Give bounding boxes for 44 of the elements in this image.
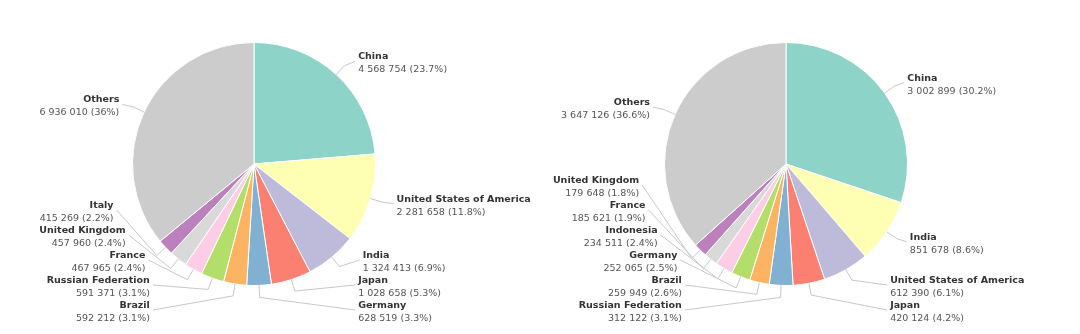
data-label: 1 324 413 (6.9%) xyxy=(362,262,446,273)
slice-label: Russian Federation xyxy=(46,274,151,285)
slice-label: United Kingdom xyxy=(552,174,640,185)
slice-label: United States of America xyxy=(890,274,1025,285)
slice-label: Russian Federation xyxy=(578,299,683,310)
data-label: 628 519 (3.3%) xyxy=(358,312,432,323)
slice-label: Germany xyxy=(358,299,408,310)
slice-label: Japan xyxy=(357,274,389,285)
slice-label: Indonesia xyxy=(605,224,658,235)
data-label: 252 065 (2.5%) xyxy=(603,262,678,273)
data-label: 591 371 (3.1%) xyxy=(76,287,150,298)
data-label: 1 028 658 (5.3%) xyxy=(358,287,442,298)
data-label: 312 122 (3.1%) xyxy=(608,312,682,323)
slice-label: Others xyxy=(613,96,651,108)
slice-label: India xyxy=(909,230,937,242)
data-label: 234 511 (2.4%) xyxy=(583,237,658,248)
data-label: 851 678 (8.6%) xyxy=(909,243,984,255)
data-label: 467 965 (2.4%) xyxy=(71,262,146,273)
slice-label: Others xyxy=(83,93,120,105)
data-label: 415 269 (2.2%) xyxy=(39,212,114,223)
data-label: 185 621 (1.9%) xyxy=(571,212,646,223)
slice-label: Germany xyxy=(629,249,679,260)
slice-label: China xyxy=(358,50,389,62)
slice-label: Brazil xyxy=(119,299,150,310)
data-label: 612 390 (6.1%) xyxy=(890,287,964,298)
data-label: 3 002 899 (30.2%) xyxy=(907,84,997,96)
slice-label: China xyxy=(907,71,938,83)
slice-label: United Kingdom xyxy=(39,224,126,235)
data-label: 420 124 (4.2%) xyxy=(890,312,964,323)
data-label: 592 212 (3.1%) xyxy=(76,312,150,323)
slice-label: France xyxy=(109,249,146,260)
data-label: 179 648 (1.8%) xyxy=(565,187,640,198)
data-label: 2 281 658 (11.8%) xyxy=(396,205,486,217)
data-label: 6 936 010 (36%) xyxy=(39,106,120,118)
data-label: 3 647 126 (36.6%) xyxy=(561,109,651,121)
data-label: 259 949 (2.6%) xyxy=(608,287,682,298)
data-label: 457 960 (2.4%) xyxy=(51,237,126,248)
slice-label: India xyxy=(362,249,390,260)
slice-label: France xyxy=(609,199,646,210)
slice-label: Japan xyxy=(889,299,921,310)
slice-label: Italy xyxy=(89,199,115,210)
data-label: 4 568 754 (23.7%) xyxy=(358,63,448,75)
slice-label: United States of America xyxy=(396,192,531,204)
slice-label: Brazil xyxy=(651,274,682,285)
